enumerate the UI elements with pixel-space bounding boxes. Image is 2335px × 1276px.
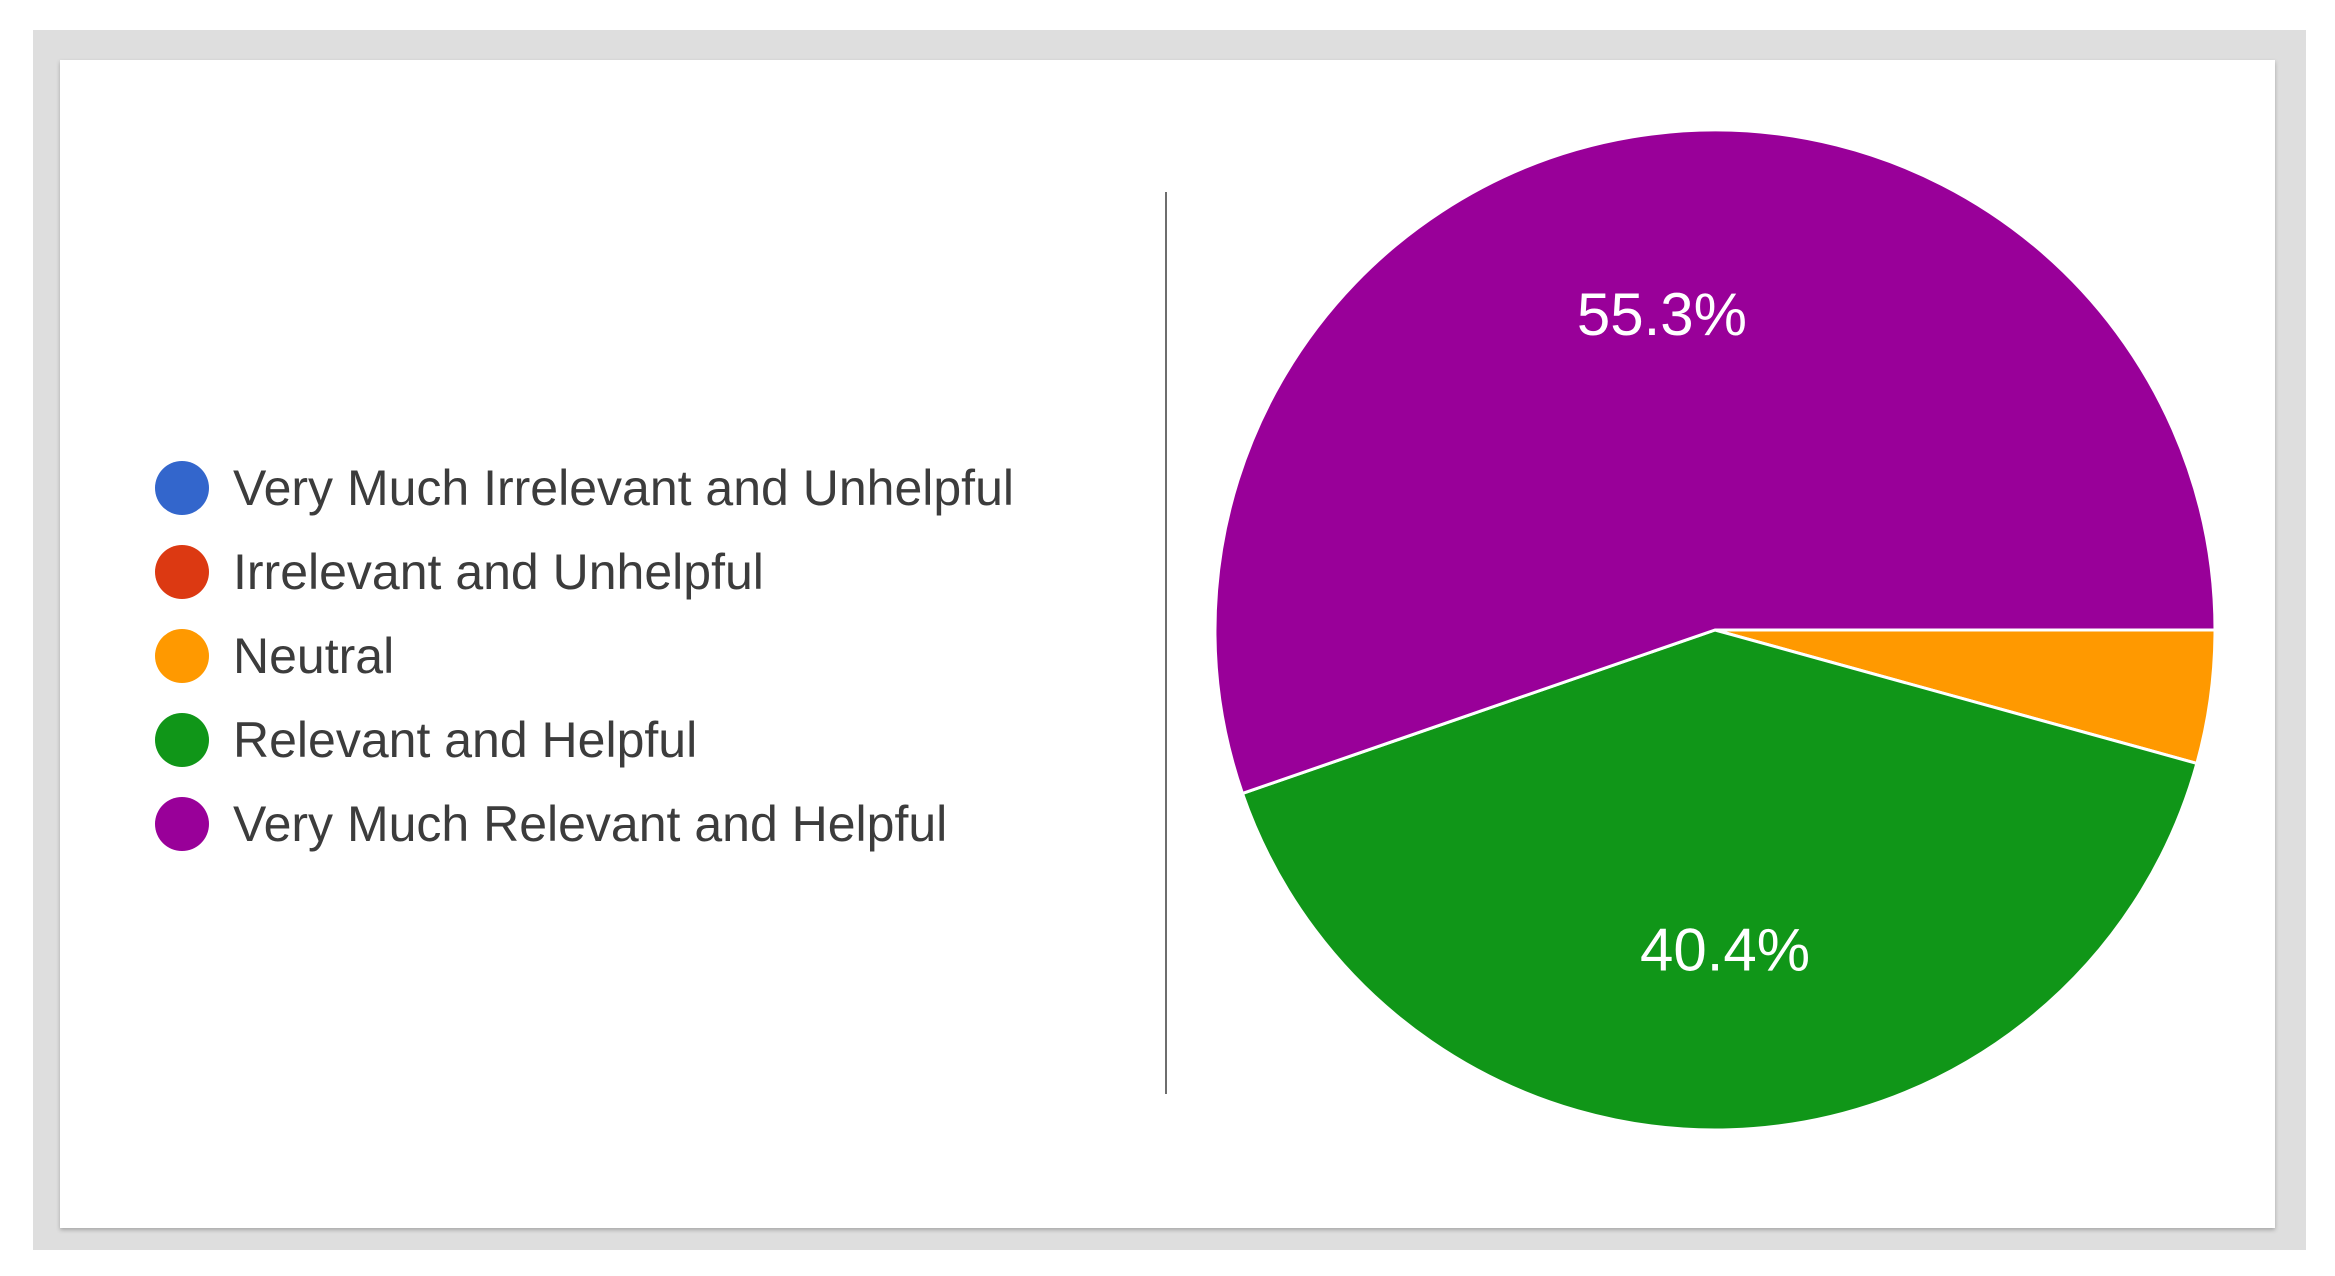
legend-swatch-icon: [155, 713, 209, 767]
legend-item-very-much-relevant: Very Much Relevant and Helpful: [155, 782, 1115, 866]
legend-item-relevant: Relevant and Helpful: [155, 698, 1115, 782]
legend-swatch-icon: [155, 797, 209, 851]
legend-label: Irrelevant and Unhelpful: [233, 544, 764, 600]
pie-label-very-much-relevant: 55.3%: [1577, 281, 1747, 348]
legend-item-very-much-irrelevant: Very Much Irrelevant and Unhelpful: [155, 446, 1115, 530]
legend-label: Very Much Relevant and Helpful: [233, 796, 948, 852]
legend: Very Much Irrelevant and Unhelpful Irrel…: [155, 446, 1115, 866]
pie-slice-very-much-relevant: [1213, 128, 2217, 796]
pie-slice-relevant: [1240, 628, 2199, 1132]
legend-label: Neutral: [233, 628, 395, 684]
legend-label: Relevant and Helpful: [233, 712, 698, 768]
pie-label-relevant: 40.4%: [1640, 916, 1810, 983]
legend-item-irrelevant: Irrelevant and Unhelpful: [155, 530, 1115, 614]
legend-swatch-icon: [155, 629, 209, 683]
legend-divider: [1165, 192, 1167, 1094]
pie-chart: 40.4% 55.3%: [1213, 128, 2217, 1132]
legend-swatch-icon: [155, 545, 209, 599]
legend-swatch-icon: [155, 461, 209, 515]
legend-label: Very Much Irrelevant and Unhelpful: [233, 460, 1014, 516]
legend-item-neutral: Neutral: [155, 614, 1115, 698]
